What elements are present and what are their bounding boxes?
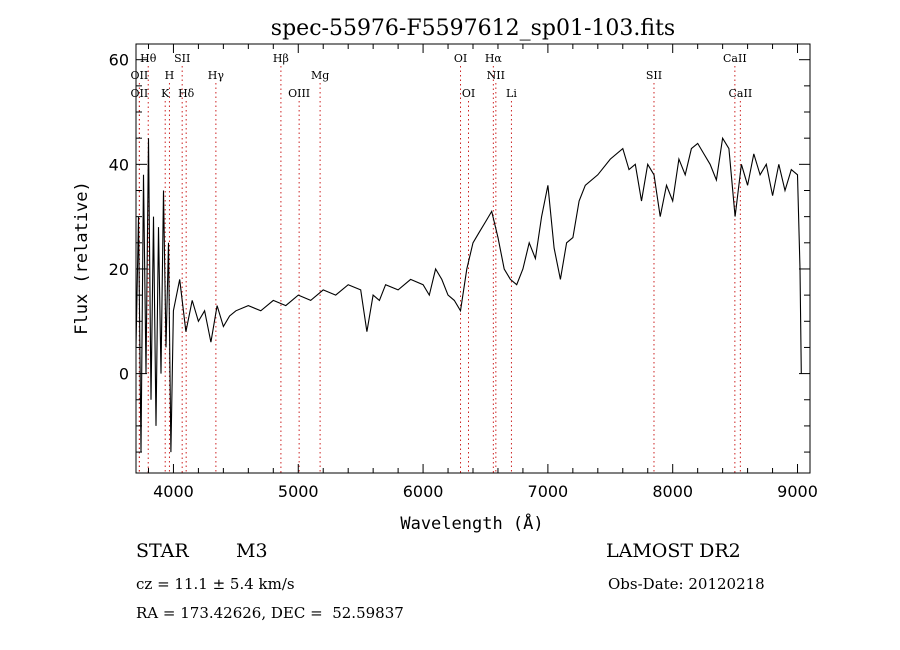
x-tick-label: 8000 [652,482,693,501]
spectral-line-label: Hθ [140,52,157,65]
x-tick-label: 4000 [153,482,194,501]
x-tick-label: 9000 [777,482,818,501]
spectral-line-label: Mg [311,69,329,82]
survey-name: LAMOST DR2 [606,540,741,562]
spectral-line-label: OIII [288,87,310,100]
spectral-line-label: Hγ [208,69,225,82]
observation-date: Obs-Date: 20120218 [608,575,765,593]
ra-dec-coordinates: RA = 173.42626, DEC = 52.59837 [136,604,404,622]
spectral-line-label: Hδ [178,87,195,100]
chart-title: spec-55976-F5597612_sp01-103.fits [271,16,675,41]
spectral-line-label: Li [506,87,517,100]
y-tick-label: 60 [109,51,129,70]
spectral-line-label: SII [646,69,662,82]
spectral-line-label: SII [174,52,190,65]
spectral-line-label: NII [487,69,505,82]
spectral-line-label: CaII [723,52,747,65]
spectral-line-label: H [165,69,175,82]
spectral-line-label: OII [131,69,149,82]
y-axis-label: Flux (relative) [72,181,92,335]
y-tick-label: 0 [119,365,129,384]
spectral-line-label: CaII [729,87,753,100]
spectral-line-label: OI [454,52,467,65]
x-axis-label: Wavelength (Å) [400,512,543,534]
spectral-line-label: K [161,87,170,100]
x-tick-label: 5000 [278,482,319,501]
object-class: STAR [136,540,189,562]
spectrum-line [135,136,802,453]
y-tick-label: 40 [109,155,129,174]
spectral-line-label: OII [131,87,149,100]
plot-frame [135,43,811,474]
x-tick-label: 6000 [403,482,444,501]
spectral-line-label: Hα [485,52,503,65]
spectral-line-label: OI [462,87,475,100]
y-tick-label: 20 [109,260,129,279]
object-subclass: M3 [236,540,268,562]
redshift-cz: cz = 11.1 ± 5.4 km/s [136,575,295,593]
spectral-line-label: Hβ [273,52,289,65]
x-tick-label: 7000 [528,482,569,501]
